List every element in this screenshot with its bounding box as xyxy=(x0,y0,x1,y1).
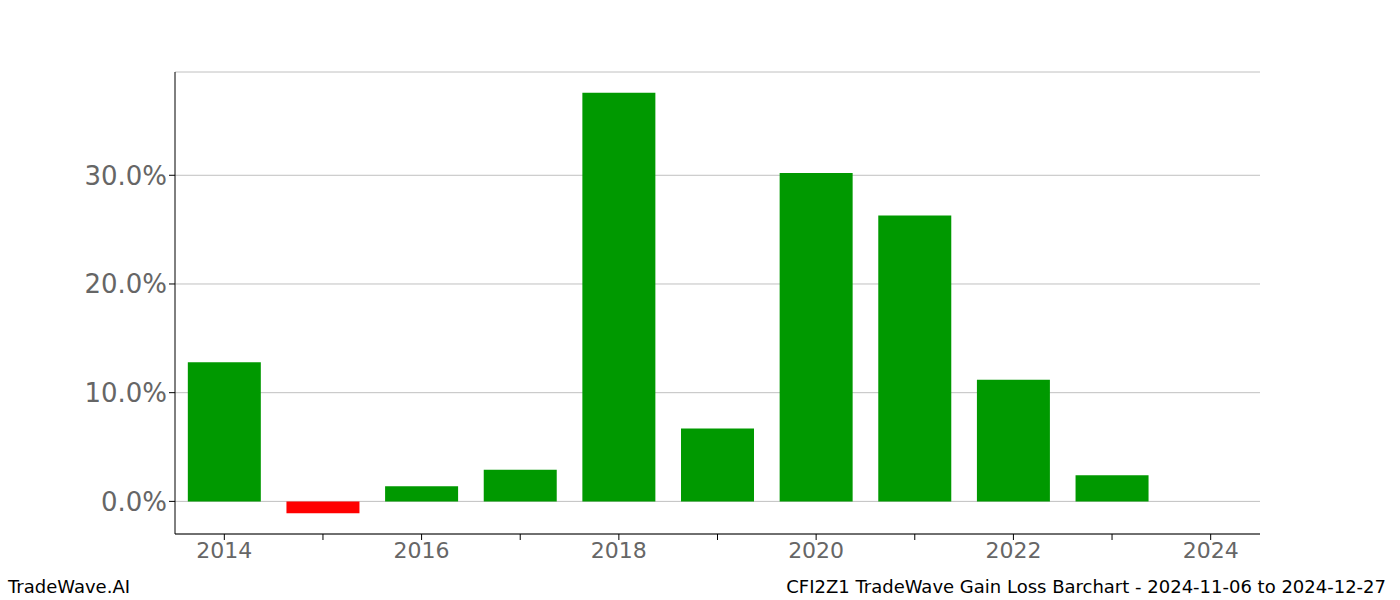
svg-text:10.0%: 10.0% xyxy=(84,378,167,408)
svg-text:2016: 2016 xyxy=(394,538,450,563)
svg-text:2022: 2022 xyxy=(985,538,1041,563)
svg-text:2024: 2024 xyxy=(1183,538,1239,563)
svg-text:30.0%: 30.0% xyxy=(84,161,167,191)
html-text:TradeWave.AI: TradeWave.AI xyxy=(8,576,130,597)
svg-text:2014: 2014 xyxy=(196,538,252,563)
html-text:CFI2Z1 TradeWave Gain Loss Bar: CFI2Z1 TradeWave Gain Loss Barchart - 20… xyxy=(786,576,1386,597)
svg-text:0.0%: 0.0% xyxy=(101,487,167,517)
svg-text:2018: 2018 xyxy=(591,538,647,563)
svg-text:2020: 2020 xyxy=(788,538,844,563)
svg-text:20.0%: 20.0% xyxy=(84,269,167,299)
